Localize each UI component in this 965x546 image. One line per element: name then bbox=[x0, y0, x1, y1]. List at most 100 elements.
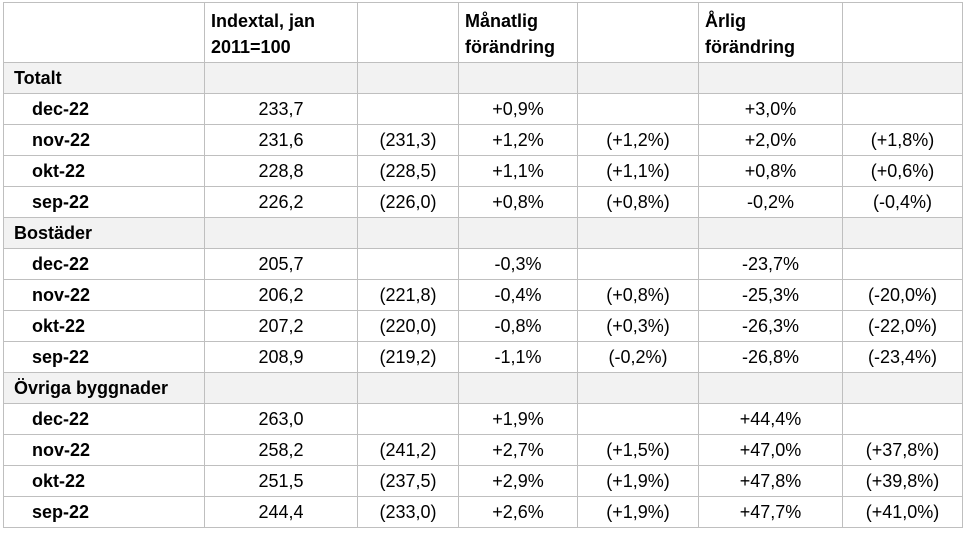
group-empty-cell bbox=[458, 372, 578, 404]
group-row: Övriga byggnader bbox=[3, 372, 963, 404]
row-label: dec-22 bbox=[3, 403, 205, 435]
group-empty-cell bbox=[204, 372, 358, 404]
cell-monthly: +0,9% bbox=[458, 93, 578, 125]
cell-yearly-adj bbox=[842, 403, 963, 435]
cell-index-adj: (233,0) bbox=[357, 496, 459, 528]
table-row: nov-22 206,2 (221,8) -0,4% (+0,8%) -25,3% (-20… bbox=[3, 279, 963, 311]
cell-index: 233,7 bbox=[204, 93, 358, 125]
row-label: okt-22 bbox=[3, 465, 205, 497]
cell-monthly-adj bbox=[577, 403, 699, 435]
cell-index: 231,6 bbox=[204, 124, 358, 156]
cell-yearly: +44,4% bbox=[698, 403, 843, 435]
cell-yearly-adj: (-23,4%) bbox=[842, 341, 963, 373]
group-empty-cell bbox=[577, 217, 699, 249]
cell-monthly: +1,1% bbox=[458, 155, 578, 187]
header-index-adj bbox=[357, 2, 459, 63]
cell-monthly: +2,6% bbox=[458, 496, 578, 528]
header-row: Indextal, jan 2011=100 Månatlig förändri… bbox=[3, 2, 963, 63]
cell-index: 226,2 bbox=[204, 186, 358, 218]
group-empty-cell bbox=[577, 62, 699, 94]
cell-index: 205,7 bbox=[204, 248, 358, 280]
cell-yearly: -23,7% bbox=[698, 248, 843, 280]
group-row: Totalt bbox=[3, 62, 963, 94]
table-row: dec-22 205,7 -0,3% -23,7% bbox=[3, 248, 963, 280]
cell-yearly: +0,8% bbox=[698, 155, 843, 187]
cell-monthly: +1,9% bbox=[458, 403, 578, 435]
cell-index: 251,5 bbox=[204, 465, 358, 497]
header-monthly-adj bbox=[577, 2, 699, 63]
cell-index-adj: (226,0) bbox=[357, 186, 459, 218]
group-empty-cell bbox=[698, 62, 843, 94]
cell-index-adj bbox=[357, 403, 459, 435]
cell-monthly-adj: (+1,9%) bbox=[577, 465, 699, 497]
header-index: Indextal, jan 2011=100 bbox=[204, 2, 358, 63]
cell-yearly-adj: (+37,8%) bbox=[842, 434, 963, 466]
cell-index-adj bbox=[357, 248, 459, 280]
cell-monthly-adj: (+1,9%) bbox=[577, 496, 699, 528]
cell-yearly-adj: (-22,0%) bbox=[842, 310, 963, 342]
group-empty-cell bbox=[458, 217, 578, 249]
cell-index-adj: (237,5) bbox=[357, 465, 459, 497]
cell-monthly-adj: (+0,8%) bbox=[577, 279, 699, 311]
header-monthly: Månatlig förändring bbox=[458, 2, 578, 63]
header-label-col bbox=[3, 2, 205, 63]
group-empty-cell bbox=[698, 372, 843, 404]
cell-index: 208,9 bbox=[204, 341, 358, 373]
cell-monthly: +2,9% bbox=[458, 465, 578, 497]
group-empty-cell bbox=[577, 372, 699, 404]
cell-yearly: +47,7% bbox=[698, 496, 843, 528]
cell-yearly-adj: (-0,4%) bbox=[842, 186, 963, 218]
group-empty-cell bbox=[204, 62, 358, 94]
cell-yearly-adj bbox=[842, 248, 963, 280]
cell-monthly: -0,8% bbox=[458, 310, 578, 342]
cell-index: 263,0 bbox=[204, 403, 358, 435]
row-label: sep-22 bbox=[3, 186, 205, 218]
group-empty-cell bbox=[842, 372, 963, 404]
cell-index: 244,4 bbox=[204, 496, 358, 528]
cell-monthly: -1,1% bbox=[458, 341, 578, 373]
row-label: dec-22 bbox=[3, 93, 205, 125]
cell-yearly: -25,3% bbox=[698, 279, 843, 311]
group-empty-cell bbox=[357, 372, 459, 404]
cell-monthly-adj bbox=[577, 248, 699, 280]
cell-monthly-adj: (+0,3%) bbox=[577, 310, 699, 342]
cell-index-adj: (231,3) bbox=[357, 124, 459, 156]
cell-yearly: +47,8% bbox=[698, 465, 843, 497]
table-row: sep-22 226,2 (226,0) +0,8% (+0,8%) -0,2% (-0,4… bbox=[3, 186, 963, 218]
cell-yearly: -26,8% bbox=[698, 341, 843, 373]
cell-monthly-adj: (-0,2%) bbox=[577, 341, 699, 373]
cell-monthly: +1,2% bbox=[458, 124, 578, 156]
cell-monthly-adj: (+0,8%) bbox=[577, 186, 699, 218]
cell-index-adj: (221,8) bbox=[357, 279, 459, 311]
table-row: sep-22 244,4 (233,0) +2,6% (+1,9%) +47,7% (+41… bbox=[3, 496, 963, 528]
cell-yearly: -0,2% bbox=[698, 186, 843, 218]
cell-yearly-adj: (+1,8%) bbox=[842, 124, 963, 156]
cell-monthly-adj bbox=[577, 93, 699, 125]
group-empty-cell bbox=[458, 62, 578, 94]
group-empty-cell bbox=[698, 217, 843, 249]
cell-index: 207,2 bbox=[204, 310, 358, 342]
cell-index-adj: (219,2) bbox=[357, 341, 459, 373]
cell-index: 258,2 bbox=[204, 434, 358, 466]
table-row: okt-22 207,2 (220,0) -0,8% (+0,3%) -26,3% (-22… bbox=[3, 310, 963, 342]
row-label: dec-22 bbox=[3, 248, 205, 280]
group-empty-cell bbox=[357, 62, 459, 94]
table-row: sep-22 208,9 (219,2) -1,1% (-0,2%) -26,8% (-23… bbox=[3, 341, 963, 373]
header-yearly-adj bbox=[842, 2, 963, 63]
cell-monthly-adj: (+1,2%) bbox=[577, 124, 699, 156]
table-row: dec-22 263,0 +1,9% +44,4% bbox=[3, 403, 963, 435]
cell-index: 206,2 bbox=[204, 279, 358, 311]
cell-yearly-adj: (-20,0%) bbox=[842, 279, 963, 311]
row-label: okt-22 bbox=[3, 155, 205, 187]
table-body: Totalt dec-22 233,7 +0,9% +3,0% nov-22 231,6 (2… bbox=[3, 62, 963, 528]
cell-monthly-adj: (+1,5%) bbox=[577, 434, 699, 466]
table-row: okt-22 228,8 (228,5) +1,1% (+1,1%) +0,8% (+0,6… bbox=[3, 155, 963, 187]
table-row: dec-22 233,7 +0,9% +3,0% bbox=[3, 93, 963, 125]
header-yearly: Årlig förändring bbox=[698, 2, 843, 63]
cell-monthly: -0,4% bbox=[458, 279, 578, 311]
group-empty-cell bbox=[357, 217, 459, 249]
group-row: Bostäder bbox=[3, 217, 963, 249]
cell-yearly: +47,0% bbox=[698, 434, 843, 466]
cell-monthly: +2,7% bbox=[458, 434, 578, 466]
row-label: sep-22 bbox=[3, 341, 205, 373]
